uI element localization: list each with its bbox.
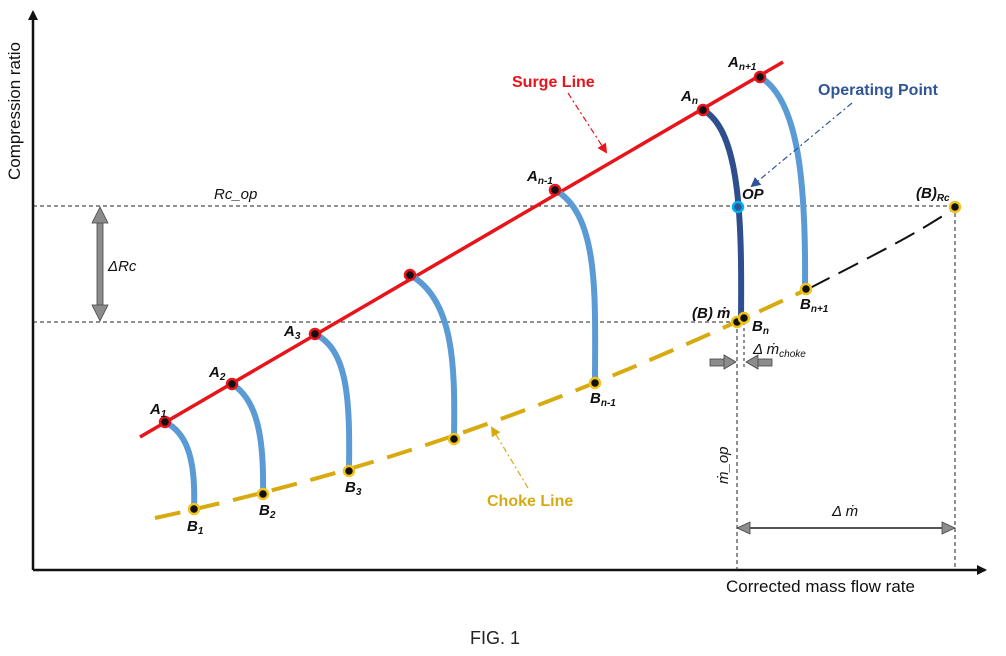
choke-callout-arrow (490, 426, 529, 489)
speed-curve-3 (312, 331, 353, 473)
choke-point-4 (447, 432, 461, 446)
label-a3: A3 (283, 323, 301, 342)
label-b2: B2 (259, 502, 276, 521)
x-axis-label: Corrected mass flow rate (726, 577, 915, 596)
surge-point-a3 (308, 327, 322, 341)
surge-line (139, 60, 784, 439)
surge-line-label: Surge Line (512, 74, 595, 91)
choke-point-b3 (342, 464, 356, 478)
operating-point-label: Operating Point (818, 82, 939, 99)
choke-point-bn-1 (588, 376, 602, 390)
label-bn-1: Bn-1 (590, 390, 616, 409)
b-rc-label: (B)Rc (916, 185, 950, 204)
surge-point-an-1 (548, 183, 562, 197)
surge-callout-arrow (567, 92, 608, 154)
delta-rc-arrow (91, 206, 109, 322)
mdot-op-label: ṁ_op (715, 446, 732, 484)
delta-mdot-label: Δ ṁ (831, 503, 858, 520)
speed-curve-5 (552, 187, 599, 386)
operating-speed-curve (700, 107, 745, 321)
choke-point-bn (737, 311, 751, 325)
speed-curve-1 (162, 419, 198, 511)
surge-point-an (696, 103, 710, 117)
figure-caption: FIG. 1 (470, 628, 520, 648)
delta-mdot-choke-arrows (709, 354, 773, 370)
label-an-1: An-1 (526, 168, 553, 187)
label-a2: A2 (208, 364, 226, 383)
speed-curve-4 (407, 272, 458, 441)
label-b1: B1 (187, 518, 204, 537)
label-b3: B3 (345, 479, 362, 498)
rc-op-label: Rc_op (214, 186, 257, 203)
operating-point-callout-arrow (750, 102, 853, 188)
label-a1: A1 (149, 401, 167, 420)
surge-point-a2 (225, 377, 239, 391)
label-an: An (680, 88, 698, 107)
label-bn+1: Bn+1 (800, 296, 829, 315)
delta-rc-label: ΔRc (107, 258, 137, 275)
choke-line-label: Choke Line (487, 493, 573, 510)
surge-point-an+1 (753, 70, 767, 84)
speed-curve-7 (757, 74, 809, 292)
surge-point-a1 (158, 415, 172, 429)
choke-line-extension (809, 207, 956, 289)
surge-point-4 (403, 268, 417, 282)
label-an+1: An+1 (727, 54, 757, 73)
y-axis-label: Compression ratio (5, 42, 24, 180)
choke-point-b2 (256, 487, 270, 501)
speed-curve-2 (229, 381, 267, 496)
label-bn: Bn (752, 318, 769, 337)
choke-point-bn+1 (799, 282, 813, 296)
op-label: OP (742, 186, 765, 203)
choke-point-b-rc (948, 200, 962, 214)
choke-point-b1 (187, 502, 201, 516)
delta-mdot-arrow (736, 521, 956, 535)
operating-point (731, 200, 745, 214)
delta-mdot-choke-label: Δ ṁchoke (752, 341, 806, 360)
choke-line (154, 286, 811, 520)
b-mdot-label: (B) ṁ (692, 305, 730, 322)
